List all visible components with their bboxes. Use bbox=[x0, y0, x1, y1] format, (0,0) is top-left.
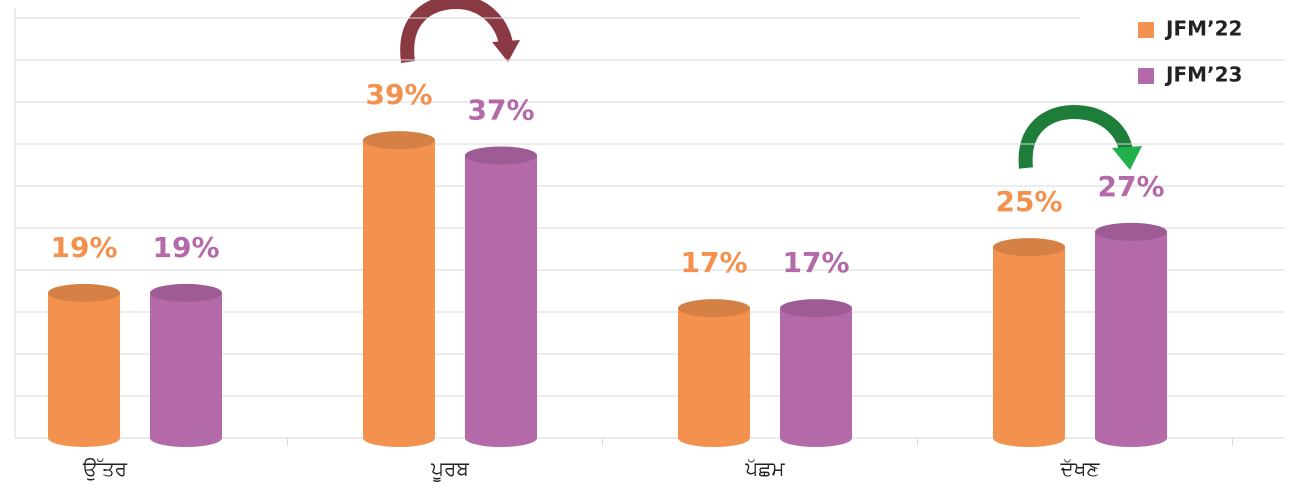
data-label: 25% bbox=[995, 185, 1062, 218]
bar-top bbox=[780, 299, 852, 318]
legend-label: JFM’22 bbox=[1164, 17, 1242, 41]
bar-top bbox=[678, 299, 750, 318]
legend-label: JFM’23 bbox=[1164, 63, 1242, 87]
bar-body bbox=[465, 155, 537, 448]
legend-swatch bbox=[1138, 22, 1154, 38]
bar-body bbox=[363, 140, 435, 447]
bar-top bbox=[363, 131, 435, 150]
bar bbox=[48, 283, 120, 447]
data-label: 17% bbox=[782, 246, 849, 279]
legend-swatch bbox=[1138, 68, 1154, 84]
x-tick-label: ਪੂਰਬ bbox=[430, 457, 469, 483]
x-tick-label: ਉੱਤਰ bbox=[82, 457, 128, 481]
bar bbox=[465, 146, 537, 448]
arrow-head bbox=[1112, 146, 1142, 170]
data-label: 27% bbox=[1097, 170, 1164, 203]
arrow-decoration bbox=[1018, 104, 1133, 169]
data-label: 37% bbox=[467, 93, 534, 126]
bar-top bbox=[48, 283, 120, 302]
data-label: 39% bbox=[365, 78, 432, 111]
bar bbox=[150, 283, 222, 447]
data-label: 19% bbox=[50, 231, 117, 264]
bar bbox=[1095, 222, 1167, 447]
bar-top bbox=[150, 283, 222, 302]
bar bbox=[678, 299, 750, 447]
bar-body bbox=[1095, 231, 1167, 447]
bar-body bbox=[678, 308, 750, 447]
bar-top bbox=[465, 146, 537, 165]
x-tick-label: ਦੱਖਣ bbox=[1060, 457, 1101, 481]
arrow-head bbox=[492, 40, 520, 62]
bar-body bbox=[993, 247, 1065, 447]
bar-top bbox=[993, 238, 1065, 257]
data-label: 19% bbox=[152, 231, 219, 264]
bar bbox=[780, 299, 852, 447]
arrow-decoration bbox=[400, 0, 513, 63]
bar bbox=[993, 238, 1065, 447]
bar-body bbox=[48, 292, 120, 447]
bar-top bbox=[1095, 222, 1167, 241]
x-tick-label: ਪੱਛਮ bbox=[744, 457, 785, 481]
bar-body bbox=[780, 308, 852, 447]
data-label: 17% bbox=[680, 246, 747, 279]
bar bbox=[363, 131, 435, 447]
bar-body bbox=[150, 292, 222, 447]
